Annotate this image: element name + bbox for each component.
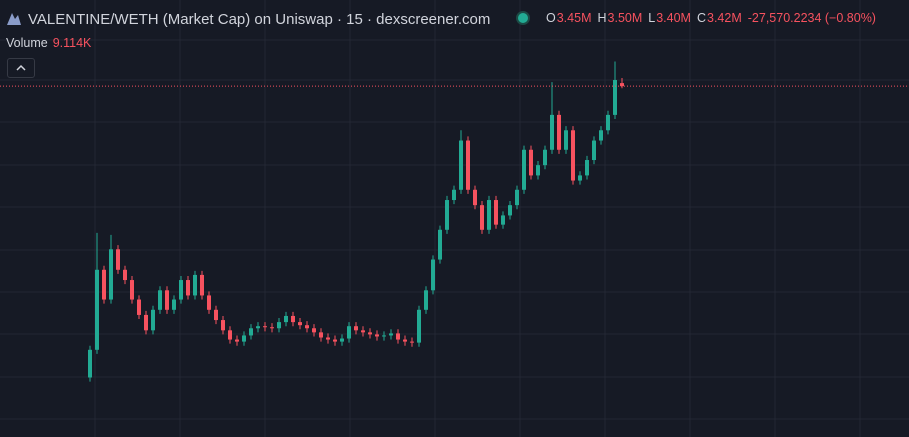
candle-body <box>284 315 288 323</box>
candle-body <box>165 290 169 310</box>
ohlc-label: O <box>546 11 556 25</box>
candle-body <box>515 189 519 206</box>
collapse-button[interactable] <box>7 58 35 78</box>
candle-body <box>263 326 267 328</box>
candle-body <box>319 332 323 338</box>
candle-body <box>326 337 330 340</box>
candle-body <box>249 328 253 336</box>
candle-body <box>438 229 442 260</box>
candle-body <box>291 315 295 323</box>
candle-body <box>144 314 148 331</box>
candle-body <box>508 205 512 216</box>
candle-body <box>459 140 463 190</box>
candle-body <box>578 175 582 181</box>
chevron-icon <box>16 64 26 71</box>
candle-body <box>403 339 407 342</box>
candle-body <box>137 299 141 315</box>
candle-body <box>410 341 414 343</box>
candle-body <box>494 200 498 225</box>
ohlc-label: L <box>648 11 656 25</box>
candle-body <box>361 330 365 333</box>
candle-body <box>130 280 134 300</box>
candle-body <box>235 339 239 342</box>
volume-legend: Volume 9.114K <box>6 36 91 50</box>
candle-body <box>347 326 351 339</box>
volume-label: Volume <box>6 36 48 50</box>
candle-body <box>480 205 484 230</box>
candle-body <box>557 114 561 150</box>
candle-body <box>606 114 610 131</box>
candle-body <box>389 333 393 336</box>
candle-body <box>564 130 568 150</box>
candle-body <box>193 274 197 296</box>
candle-body <box>214 309 218 321</box>
candle-body <box>550 114 554 150</box>
ohlc-legend: O 3.45M H 3.50M L 3.40M C 3.42M -27,570.2234… <box>518 11 882 25</box>
candle-body <box>501 215 505 225</box>
candle-body <box>368 332 372 335</box>
candle-body <box>431 259 435 291</box>
candle-body <box>270 327 274 329</box>
candle-body <box>109 249 113 300</box>
ohlc-value: 3.40M <box>656 11 691 25</box>
candle-body <box>221 320 225 331</box>
ohlc-value: 3.45M <box>556 11 592 25</box>
candle-body <box>473 189 477 206</box>
chart-title: VALENTINE/WETH (Market Cap) on Uniswap ·… <box>28 10 491 28</box>
ohlc-value: 3.42M <box>707 11 742 25</box>
candle-body <box>158 290 162 310</box>
candle-body <box>200 274 204 296</box>
candle-body <box>382 335 386 337</box>
candle-body <box>396 333 400 340</box>
candle-body <box>543 149 547 166</box>
ohlc-value: 3.50M <box>607 11 643 25</box>
candle-body <box>354 326 358 331</box>
candle-body <box>88 349 92 378</box>
status-dot <box>518 13 528 23</box>
candle-body <box>298 322 302 326</box>
ohlc-label: C <box>696 11 706 25</box>
candle-body <box>487 200 491 230</box>
candle-body <box>529 149 533 176</box>
candle-body <box>242 335 246 342</box>
logo <box>7 13 21 25</box>
candle-body <box>207 295 211 310</box>
candle-body <box>613 80 617 115</box>
candle-body <box>116 249 120 270</box>
candle-body <box>536 165 540 176</box>
candle-body <box>333 339 337 342</box>
candle-body <box>123 269 127 281</box>
candle-body <box>585 160 589 176</box>
candle-body <box>256 326 260 329</box>
candle-body <box>375 334 379 337</box>
candle-body <box>186 280 190 296</box>
volume-value: 9.114K <box>52 36 92 50</box>
candle-body <box>620 83 624 87</box>
candle-body <box>102 269 106 300</box>
candle-body <box>452 189 456 201</box>
candle-body <box>312 328 316 333</box>
candle-body <box>417 309 421 343</box>
candle-body <box>340 338 344 342</box>
candle-body <box>95 269 99 350</box>
ohlc-label: H <box>597 11 607 25</box>
candle-body <box>305 325 309 329</box>
chart-header: VALENTINE/WETH (Market Cap) on Uniswap ·… <box>6 9 490 29</box>
candle-body <box>228 330 232 340</box>
candle-body <box>179 280 183 300</box>
candle-body <box>424 290 428 310</box>
candle-body <box>172 299 176 310</box>
candle-body <box>277 322 281 329</box>
candle-body <box>599 130 603 141</box>
candle-body <box>571 130 575 181</box>
candle-body <box>522 149 526 190</box>
candle-body <box>592 140 596 161</box>
candle-body <box>466 140 470 190</box>
candle-body <box>445 200 449 230</box>
candle-body <box>151 309 155 331</box>
change: -27,570.2234 (−0.80%) <box>747 11 876 25</box>
